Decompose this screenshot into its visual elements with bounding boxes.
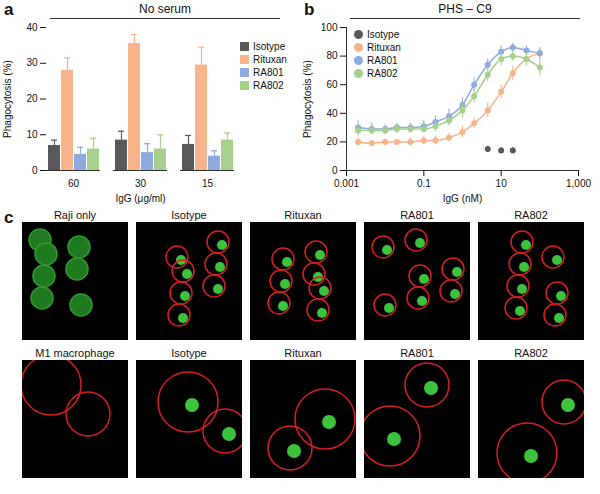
svg-text:20: 20 xyxy=(26,93,38,104)
svg-text:80: 80 xyxy=(326,50,338,61)
html-text:Rituxan: Rituxan xyxy=(367,42,401,53)
html-text:M1 macrophage: M1 macrophage xyxy=(35,347,115,359)
svg-text:0.1: 0.1 xyxy=(417,178,431,189)
html-text:No serum: No serum xyxy=(139,2,191,16)
svg-text:40: 40 xyxy=(326,108,338,119)
html-text:RA802: RA802 xyxy=(514,347,548,359)
svg-text:30: 30 xyxy=(135,178,147,189)
html-text:Isotype: Isotype xyxy=(171,209,207,221)
html-text:Rituxan: Rituxan xyxy=(284,347,322,359)
html-text:Rituxan: Rituxan xyxy=(253,54,287,65)
html-text:PHS – C9: PHS – C9 xyxy=(438,2,492,16)
html-text:Raji only: Raji only xyxy=(53,209,97,221)
html-text:RA801: RA801 xyxy=(367,55,398,66)
html-text:c: c xyxy=(4,208,14,227)
svg-text:1,000: 1,000 xyxy=(566,178,591,189)
html-text:RA802: RA802 xyxy=(367,68,398,79)
svg-text:Phagocytosis (%): Phagocytosis (%) xyxy=(2,60,13,138)
svg-text:IgG (μg/ml): IgG (μg/ml) xyxy=(115,193,165,204)
svg-text:0: 0 xyxy=(32,165,38,176)
svg-text:100: 100 xyxy=(321,22,338,33)
svg-text:10: 10 xyxy=(26,129,38,140)
html-text:b: b xyxy=(304,0,315,19)
html-text:RA802: RA802 xyxy=(253,80,284,91)
svg-text:60: 60 xyxy=(326,79,338,90)
svg-text:60: 60 xyxy=(68,178,80,189)
svg-text:15: 15 xyxy=(202,178,214,189)
html-text:RA801: RA801 xyxy=(400,347,434,359)
html-text:Rituxan: Rituxan xyxy=(284,209,322,221)
svg-text:0: 0 xyxy=(332,165,338,176)
html-text:Isotype: Isotype xyxy=(253,41,286,52)
html-text:RA801: RA801 xyxy=(400,209,434,221)
html-text:RA801: RA801 xyxy=(253,67,284,78)
svg-text:10: 10 xyxy=(496,178,508,189)
html-text:RA802: RA802 xyxy=(514,209,548,221)
html-text:a: a xyxy=(4,0,14,19)
svg-text:20: 20 xyxy=(326,136,338,147)
svg-text:40: 40 xyxy=(26,22,38,33)
svg-text:IgG (nM): IgG (nM) xyxy=(443,193,482,204)
html-text:Isotype: Isotype xyxy=(367,29,400,40)
svg-text:Phagocytosis (%): Phagocytosis (%) xyxy=(302,60,313,138)
svg-text:0.001: 0.001 xyxy=(334,178,359,189)
html-text:Isotype: Isotype xyxy=(171,347,207,359)
svg-text:30: 30 xyxy=(26,57,38,68)
